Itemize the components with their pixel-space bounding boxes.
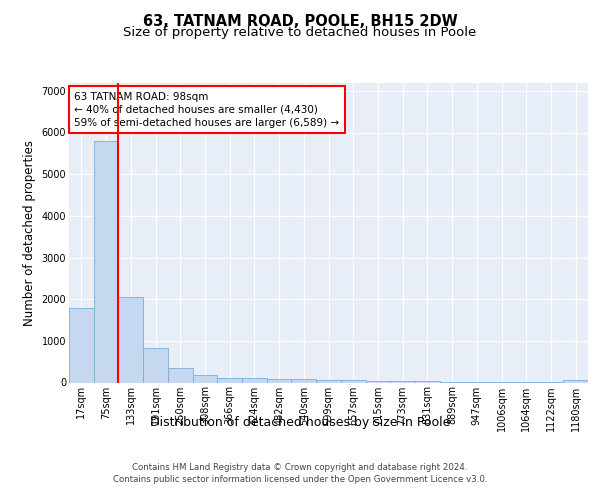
Bar <box>168 368 193 382</box>
Bar <box>118 296 143 382</box>
Bar <box>341 380 365 382</box>
Bar <box>292 380 316 382</box>
Bar <box>217 378 242 382</box>
Bar <box>316 380 341 382</box>
Text: 63, TATNAM ROAD, POOLE, BH15 2DW: 63, TATNAM ROAD, POOLE, BH15 2DW <box>143 14 457 29</box>
Bar <box>242 378 267 382</box>
Text: Distribution of detached houses by size in Poole: Distribution of detached houses by size … <box>150 416 450 429</box>
Text: Contains public sector information licensed under the Open Government Licence v3: Contains public sector information licen… <box>113 476 487 484</box>
Text: Size of property relative to detached houses in Poole: Size of property relative to detached ho… <box>124 26 476 39</box>
Text: Contains HM Land Registry data © Crown copyright and database right 2024.: Contains HM Land Registry data © Crown c… <box>132 463 468 472</box>
Bar <box>365 380 390 382</box>
Bar <box>267 379 292 382</box>
Bar <box>69 308 94 382</box>
Bar <box>94 141 118 382</box>
Bar <box>143 348 168 382</box>
Bar <box>193 374 217 382</box>
Bar <box>390 381 415 382</box>
Bar <box>563 380 588 382</box>
Text: 63 TATNAM ROAD: 98sqm
← 40% of detached houses are smaller (4,430)
59% of semi-d: 63 TATNAM ROAD: 98sqm ← 40% of detached … <box>74 92 340 128</box>
Y-axis label: Number of detached properties: Number of detached properties <box>23 140 36 326</box>
